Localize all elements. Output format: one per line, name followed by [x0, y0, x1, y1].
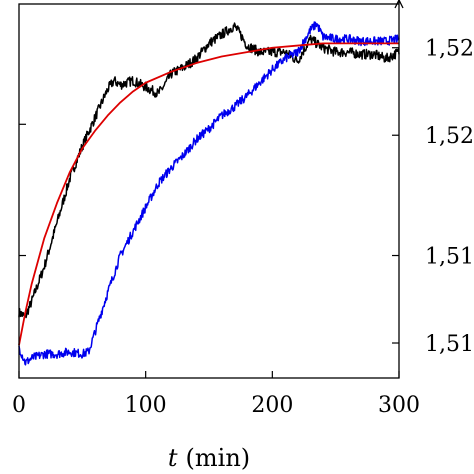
x-tick-label: 100	[125, 393, 167, 418]
series-line-1	[18, 22, 400, 319]
x-tick-label: 200	[251, 393, 293, 418]
right-axis-arrow-icon	[394, 0, 404, 9]
series-line-2	[18, 21, 400, 366]
x-tick-label: 300	[378, 393, 420, 418]
axis-layer: 0 100 200 300 1,52 1,52 1,51 1,51	[12, 0, 474, 418]
x-axis-variable: t	[168, 444, 178, 472]
x-tick-label: 0	[12, 393, 26, 418]
x-axis-unit: (min)	[186, 444, 251, 472]
right-tick-label: 1,51	[425, 332, 474, 357]
right-tick-label: 1,52	[425, 124, 474, 149]
series-layer	[18, 21, 400, 366]
series-line-3	[18, 42, 399, 346]
plot-frame	[18, 3, 400, 379]
x-axis-label: t (min)	[168, 444, 250, 472]
right-tick-label: 1,52	[425, 37, 474, 62]
right-tick-label: 1,51	[425, 245, 474, 270]
